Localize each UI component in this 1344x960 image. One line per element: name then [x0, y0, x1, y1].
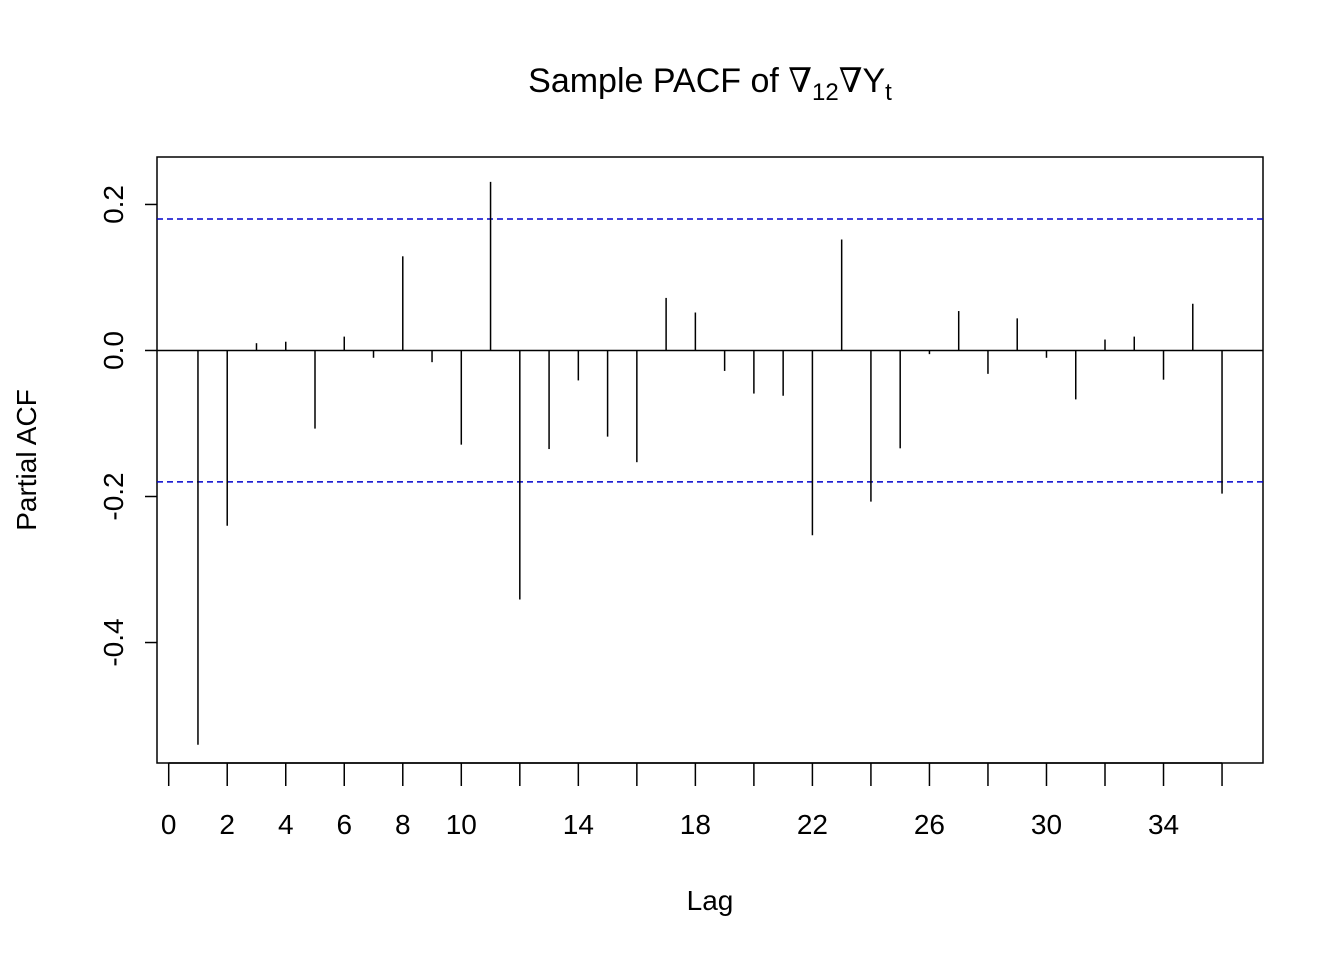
title-variable-subscript: t [885, 79, 892, 106]
chart-title: Sample PACF of ∇12∇Yt [528, 61, 892, 106]
title-prefix: Sample PACF of [528, 62, 788, 100]
x-tick-label: 18 [680, 809, 711, 840]
x-axis: 0 2 4 6 8 10 14 18 22 26 30 34 [161, 762, 1223, 840]
x-tick-label: 2 [219, 809, 235, 840]
x-tick-label: 0 [161, 809, 177, 840]
x-tick-label: 6 [336, 809, 352, 840]
x-tick-label: 10 [446, 809, 477, 840]
title-subscript: 12 [812, 79, 839, 106]
x-axis-label: Lag [687, 885, 734, 916]
x-tick-label: 22 [797, 809, 828, 840]
y-axis-label: Partial ACF [11, 389, 42, 531]
x-tick-label: 34 [1148, 809, 1179, 840]
y-axis: 0.2 0.0 -0.2 -0.4 [98, 185, 157, 667]
x-tick-label: 4 [278, 809, 294, 840]
x-tick-label: 14 [563, 809, 594, 840]
pacf-spikes [197, 181, 1223, 745]
title-variable: Y [862, 62, 885, 100]
x-tick-label: 26 [914, 809, 945, 840]
nabla-symbol: ∇ [788, 61, 812, 101]
y-tick-label: -0.2 [98, 472, 129, 520]
nabla-symbol-2: ∇ [839, 61, 863, 101]
plot-frame [156, 156, 1264, 764]
y-tick-label: -0.4 [98, 618, 129, 666]
x-tick-label: 8 [395, 809, 411, 840]
x-tick-label: 30 [1031, 809, 1062, 840]
y-tick-label: 0.0 [98, 331, 129, 370]
confidence-bounds [157, 218, 1263, 483]
y-tick-label: 0.2 [98, 185, 129, 224]
